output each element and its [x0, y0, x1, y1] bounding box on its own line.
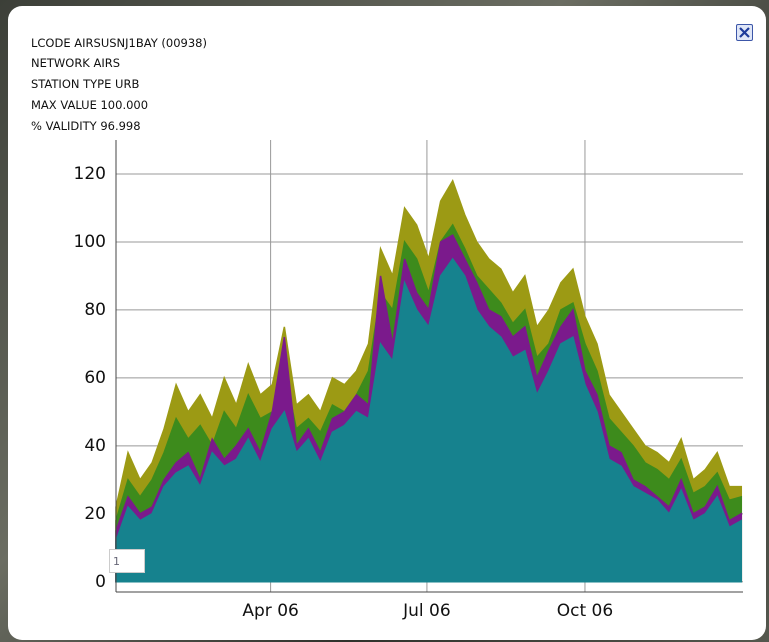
- y-tick-label: 80: [84, 300, 106, 320]
- x-tick-label: Jul 06: [402, 601, 451, 621]
- y-tick-label: 20: [84, 504, 106, 524]
- page: {"header": {"lines": ["LCODE AIRSUSNJ1BA…: [0, 0, 769, 642]
- chart: 0 20 40 60 80 100 120 Apr 06 Jul 06 Oct 06: [0, 0, 769, 642]
- page-input[interactable]: 1: [109, 549, 145, 573]
- x-tick-label: Apr 06: [242, 601, 298, 621]
- y-tick-label: 0: [95, 572, 106, 592]
- y-tick-label: 40: [84, 436, 106, 456]
- y-tick-label: 120: [74, 164, 106, 184]
- y-tick-label: 100: [74, 232, 106, 252]
- x-tick-label: Oct 06: [557, 601, 613, 621]
- y-tick-label: 60: [84, 368, 106, 388]
